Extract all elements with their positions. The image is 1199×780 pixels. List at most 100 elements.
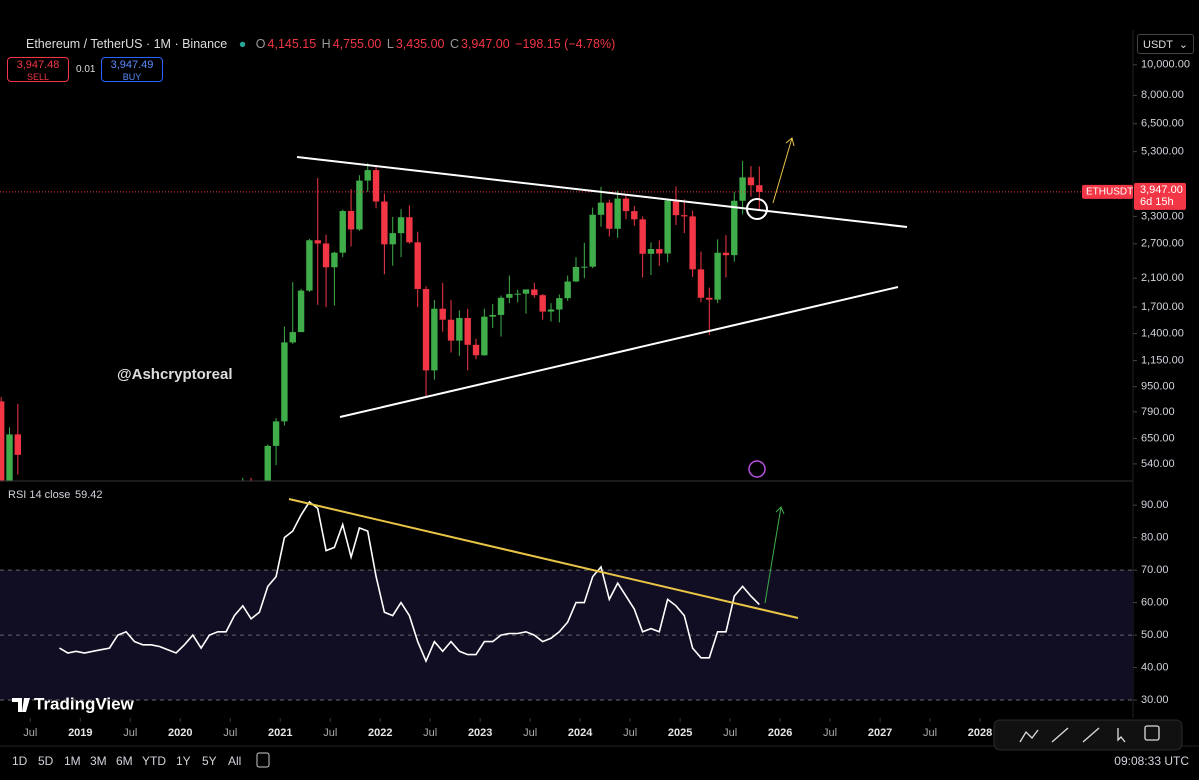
- ohlc-value: 4,145.15: [267, 37, 317, 51]
- rsi-trend-line: [288, 498, 799, 619]
- x-tick-label: Jul: [123, 727, 137, 739]
- x-tick-label: 2026: [768, 727, 792, 739]
- candle-body: [506, 294, 513, 298]
- candle-body: [514, 293, 521, 295]
- range-button[interactable]: All: [228, 754, 242, 768]
- logo-icon: [12, 698, 30, 712]
- symbol-badge-label: ETHUSDT: [1086, 187, 1133, 198]
- range-button[interactable]: 1D: [12, 754, 28, 768]
- candle-body: [289, 332, 296, 343]
- symbol: Ethereum / TetherUS · 1M · Binance: [26, 37, 228, 51]
- y-tick-label: 5,300.00: [1141, 146, 1184, 158]
- candle-body: [614, 198, 621, 229]
- buy-label: BUY: [122, 72, 142, 82]
- x-tick-label: 2027: [868, 727, 892, 739]
- candle-body: [414, 242, 421, 290]
- range-button[interactable]: 6M: [116, 754, 133, 768]
- currency-select[interactable]: USDT ⌄: [1137, 34, 1194, 54]
- candle-body: [497, 297, 505, 315]
- y-tick-label: 90.00: [1141, 499, 1169, 511]
- ohlc-value: 3,435.00: [395, 37, 445, 51]
- y-tick-label: 10,000.00: [1141, 59, 1190, 71]
- x-tick-label: Jul: [623, 727, 637, 739]
- x-tick-label: 2024: [568, 727, 593, 739]
- x-tick-label: 2019: [68, 727, 92, 739]
- y-tick-label: 650.00: [1141, 432, 1175, 444]
- ohlc-label: H: [321, 37, 331, 51]
- ohlc-label: C: [449, 37, 459, 51]
- range-button[interactable]: 1Y: [176, 754, 191, 768]
- circle-annotation: [746, 198, 768, 220]
- y-tick-label: 950.00: [1141, 381, 1175, 393]
- range-button[interactable]: 3M: [90, 754, 107, 768]
- calendar-icon[interactable]: [256, 752, 270, 768]
- candle-body: [706, 297, 713, 300]
- range-button[interactable]: 5D: [38, 754, 54, 768]
- sell-button[interactable]: 3,947.48 SELL: [7, 57, 69, 82]
- candle-body: [681, 215, 688, 217]
- candle-body: [739, 177, 746, 201]
- range-button[interactable]: 5Y: [202, 754, 217, 768]
- x-tick-label: Jul: [723, 727, 737, 739]
- y-tick-label: 60.00: [1141, 597, 1169, 609]
- candle-body: [389, 233, 396, 245]
- candle-body: [747, 177, 755, 186]
- y-tick-label: 40.00: [1141, 661, 1169, 673]
- y-tick-label: 3,300.00: [1141, 210, 1184, 222]
- candle-body: [306, 240, 313, 291]
- rsi-line: [59, 500, 760, 664]
- trend-line: [339, 286, 899, 418]
- y-tick-label: 1,700.00: [1141, 301, 1184, 313]
- y-tick-label: 1,150.00: [1141, 354, 1184, 366]
- x-tick-label: Jul: [923, 727, 937, 739]
- candle-body: [364, 170, 371, 181]
- buy-button[interactable]: 3,947.49 BUY: [101, 57, 163, 82]
- drawing-toolbar[interactable]: [993, 719, 1183, 751]
- ohlc-label: L: [386, 37, 394, 51]
- x-tick-label: Jul: [823, 727, 837, 739]
- candle-body: [406, 217, 413, 243]
- change: −198.15 (−4.78%): [515, 37, 616, 51]
- x-tick-label: Jul: [523, 727, 537, 739]
- price-badge: [1134, 182, 1186, 210]
- clock: 09:08:33 UTC: [1114, 754, 1189, 768]
- x-tick-label: Jul: [223, 727, 237, 739]
- candle-body: [714, 252, 721, 300]
- y-tick-label: 70.00: [1141, 564, 1169, 576]
- x-axis: Jul 2019 Jul 2020 Jul 2021 Jul 2022 Jul 2023 Jul 20…: [23, 718, 992, 739]
- candle-body: [606, 202, 613, 229]
- candle-body: [464, 317, 471, 345]
- rsi-value: 59.42: [75, 489, 103, 501]
- candle-body: [431, 308, 438, 371]
- range-button[interactable]: 1M: [64, 754, 81, 768]
- y-tick-label: 1,400.00: [1141, 328, 1184, 340]
- candle-body: [489, 314, 496, 317]
- x-tick-label: 2025: [668, 727, 692, 739]
- candle-body: [456, 317, 463, 341]
- candle-body: [422, 289, 430, 371]
- symbol-header: Ethereum / TetherUS · 1M · Binance ● O 4,…: [26, 37, 617, 51]
- candle-body: [556, 298, 563, 310]
- candle-body: [547, 309, 555, 312]
- candle-body: [731, 200, 738, 256]
- candle-body: [697, 269, 705, 298]
- arrow: [772, 137, 795, 204]
- candle-body: [347, 211, 355, 230]
- sell-label: SELL: [26, 72, 50, 82]
- event-icon: [748, 460, 766, 478]
- candle-body: [272, 421, 280, 446]
- candle-body: [656, 249, 663, 254]
- candle-body: [572, 266, 580, 282]
- trend-line: [296, 156, 908, 228]
- range-button[interactable]: YTD: [142, 754, 166, 768]
- ohlc-label: O: [255, 37, 266, 51]
- sell-price: 3,947.48: [16, 59, 60, 71]
- x-tick-label: Jul: [23, 727, 37, 739]
- rsi-title: RSI 14 close: [8, 489, 70, 501]
- y-tick-label: 2,700.00: [1141, 238, 1184, 250]
- candle-body: [722, 252, 730, 256]
- drawing-tools: [1019, 725, 1160, 743]
- symbol-badge: [1082, 184, 1133, 199]
